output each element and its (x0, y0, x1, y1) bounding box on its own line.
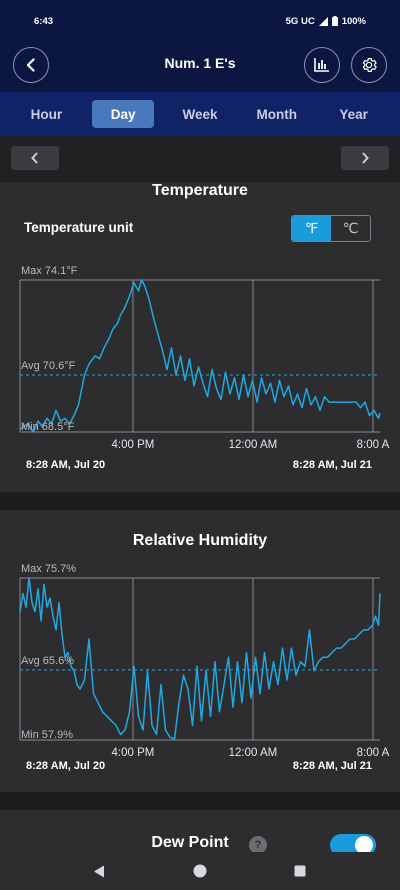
x-tick-label: 12:00 AM (229, 439, 278, 451)
temperature-range-end: 8:28 AM, Jul 21 (292, 459, 372, 471)
x-tick-label: 4:00 PM (112, 747, 155, 759)
fahrenheit-option[interactable]: ℉ (292, 216, 331, 241)
gear-icon (362, 58, 377, 72)
celsius-option[interactable]: ℃ (342, 220, 359, 236)
battery-icon (331, 16, 338, 26)
chart-view-button[interactable] (304, 47, 340, 83)
x-tick-label: 8:00 A (357, 439, 390, 451)
series-line (19, 577, 381, 740)
dew-point-help-icon[interactable]: ? (249, 836, 267, 854)
humidity-title: Relative Humidity (132, 532, 268, 549)
previous-period-button[interactable] (11, 146, 59, 170)
temperature-unit-label: Temperature unit (24, 220, 134, 235)
page-title: Num. 1 E's (164, 55, 236, 71)
temperature-title: Temperature (152, 182, 248, 199)
app-header: Num. 1 E's (0, 42, 400, 92)
signal-icon (318, 16, 328, 26)
chevron-left-icon (31, 152, 38, 164)
temperature-range-start: 8:28 AM, Jul 20 (26, 459, 106, 471)
min-label: Min 68.5°F (21, 421, 75, 433)
x-tick-label: 8:00 A (357, 747, 390, 759)
period-navigation (0, 136, 400, 182)
humidity-chart: 4:00 PM 12:00 AM 8:00 A Max 75.7% Avg 65.6% M… (19, 563, 390, 759)
network-label: 5G UC (285, 15, 315, 27)
nav-recents-icon[interactable] (294, 865, 306, 877)
bar-chart-icon (314, 58, 329, 72)
status-time: 6:43 (34, 15, 54, 27)
tab-year[interactable]: Year (339, 106, 368, 122)
dew-point-title: Dew Point (151, 834, 229, 851)
humidity-range-start: 8:28 AM, Jul 20 (26, 760, 106, 772)
x-tick-label: 4:00 PM (112, 439, 155, 451)
status-icons: 5G UC 100% (286, 16, 366, 27)
status-bar: 6:43 5G UC 100% (0, 0, 400, 42)
settings-button[interactable] (351, 47, 387, 83)
max-label: Max 75.7% (21, 563, 76, 575)
system-navigation-bar (0, 852, 400, 890)
tab-week[interactable]: Week (182, 106, 218, 122)
average-label: Avg 65.6% (21, 655, 74, 667)
nav-back-icon[interactable] (93, 865, 105, 878)
x-tick-label: 12:00 AM (229, 747, 278, 759)
battery-level: 100% (341, 15, 366, 27)
time-range-tabs: Hour Day Week Month Year (0, 92, 400, 136)
temperature-unit-toggle: ℉ ℃ (291, 215, 371, 242)
tab-hour[interactable]: Hour (30, 106, 63, 122)
tab-month[interactable]: Month (256, 106, 298, 122)
average-label: Avg 70.6°F (21, 360, 76, 372)
temperature-card: Temperature Temperature unit ℉ ℃ 4:00 PM… (0, 182, 400, 492)
toggle-knob (355, 836, 373, 854)
chevron-right-icon (362, 152, 369, 164)
min-label: Min 57.9% (21, 729, 73, 741)
humidity-card: Relative Humidity 4:00 PM 12:00 AM 8:00 A M… (0, 510, 400, 792)
next-period-button[interactable] (341, 146, 389, 170)
temperature-chart: 4:00 PM 12:00 AM 8:00 A Max 74.1°F Avg 70.6°… (19, 265, 390, 451)
max-label: Max 74.1°F (21, 265, 78, 277)
dew-point-toggle[interactable] (330, 834, 376, 856)
humidity-range-end: 8:28 AM, Jul 21 (292, 760, 372, 772)
nav-home-icon[interactable] (193, 864, 207, 878)
series-line (19, 279, 381, 433)
arrow-left-icon (26, 58, 35, 72)
tab-day[interactable]: Day (92, 100, 155, 128)
back-button[interactable] (13, 47, 49, 83)
